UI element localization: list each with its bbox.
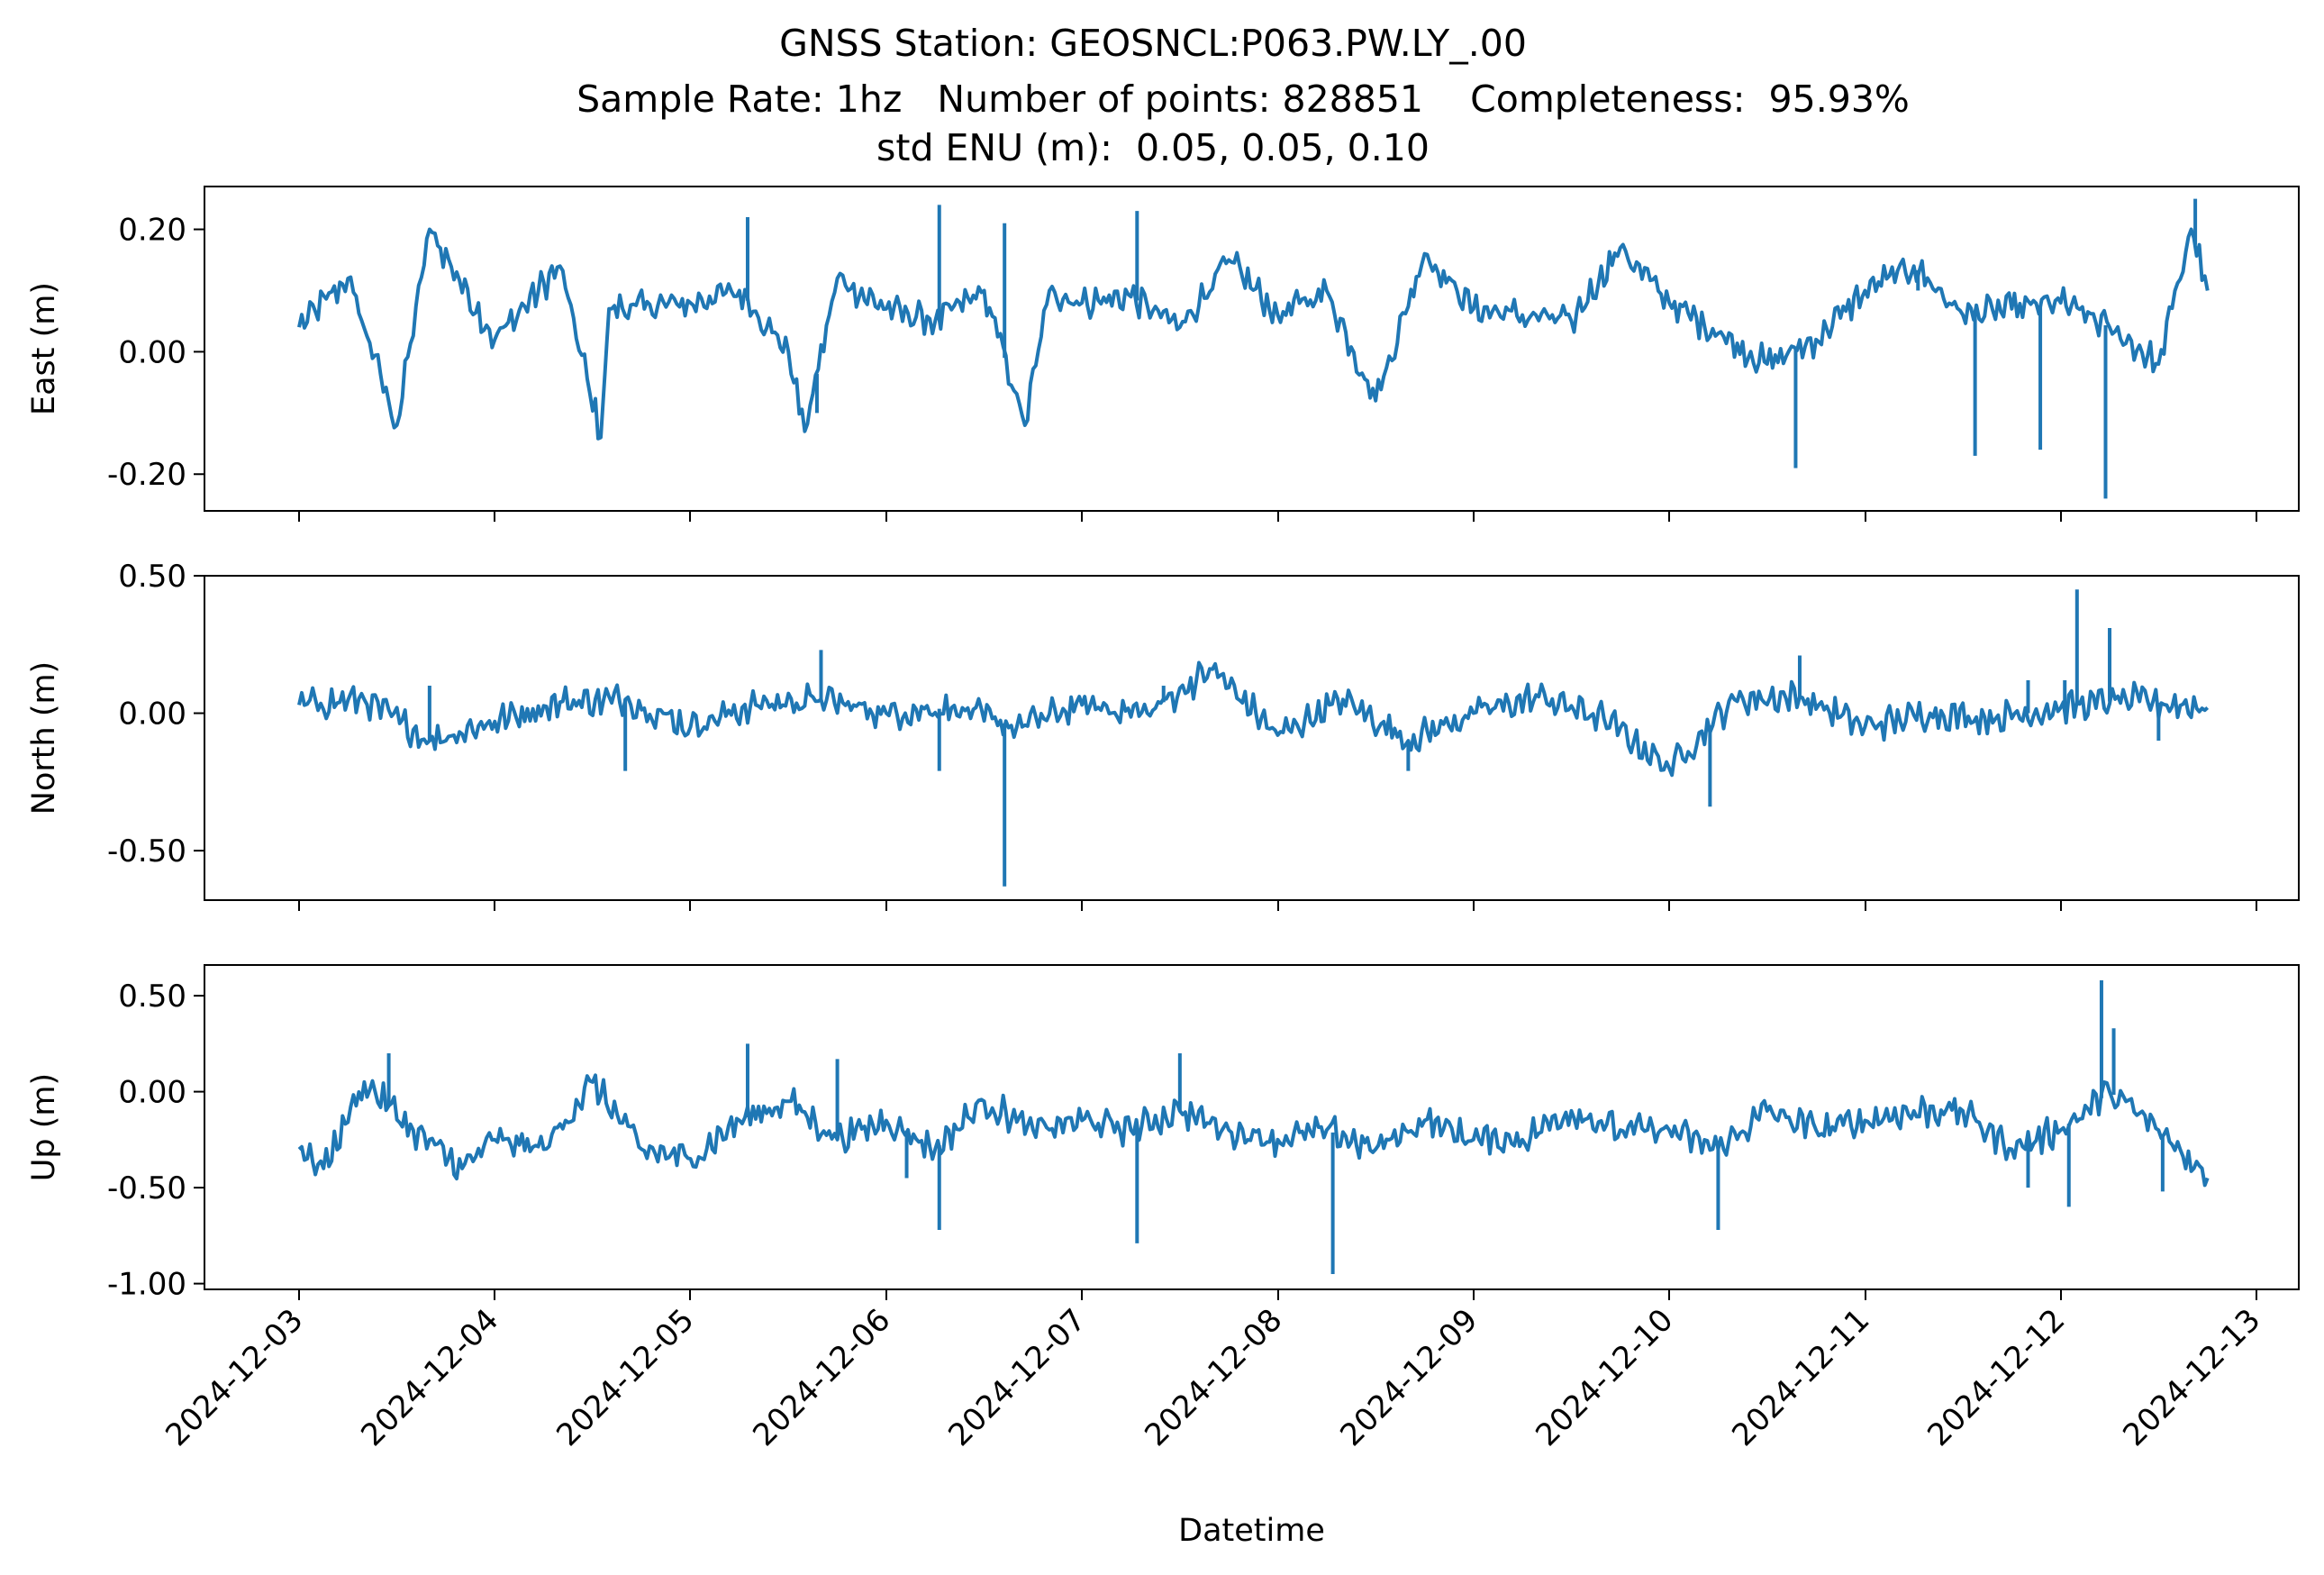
y-tick-label: -0.20: [107, 457, 186, 493]
chart-subtitle-std: std ENU (m): 0.05, 0.05, 0.10: [876, 126, 1430, 169]
plot-frame: [204, 186, 2300, 512]
x-tick-label: 2024-12-03: [159, 1302, 310, 1453]
x-tick-label: 2024-12-07: [941, 1302, 1093, 1453]
y-tick-label: -0.50: [107, 833, 186, 869]
x-tick-label: 2024-12-11: [1725, 1302, 1876, 1453]
y-axis-label: Up (m): [26, 1073, 62, 1181]
y-tick-label: -1.00: [107, 1267, 186, 1303]
x-tick-label: 2024-12-09: [1333, 1302, 1484, 1453]
y-axis-label: North (m): [26, 661, 62, 815]
y-tick-label: 0.50: [118, 979, 186, 1015]
x-tick-label: 2024-12-10: [1529, 1302, 1680, 1453]
x-tick-label: 2024-12-08: [1138, 1302, 1289, 1453]
series-line: [297, 1073, 2210, 1188]
chart-title: GNSS Station: GEOSNCL:P063.PW.LY_.00: [779, 22, 1527, 65]
y-axis-label: East (m): [26, 282, 62, 415]
plot-frame: [204, 575, 2300, 901]
x-tick-label: 2024-12-04: [354, 1302, 505, 1453]
y-tick-label: -0.50: [107, 1170, 186, 1206]
panel-north: 0.50 0.00 -0.50 North (m): [26, 559, 2300, 911]
y-tick-label: 0.00: [118, 696, 186, 733]
panel-up: 0.50 0.00 -0.50 -1.00 Up (m) 2024-12-03 2024-1…: [26, 964, 2300, 1549]
plot-frame: [204, 964, 2300, 1290]
x-tick-label: 2024-12-06: [746, 1302, 897, 1453]
panel-east: 0.20 0.00 -0.20 East (m): [26, 186, 2300, 522]
x-tick-label: 2024-12-12: [1920, 1302, 2072, 1453]
y-tick-label: 0.00: [118, 1075, 186, 1111]
x-axis-label: Datetime: [1178, 1513, 1325, 1549]
x-tick-label: 2024-12-05: [549, 1302, 701, 1453]
series-line: [297, 227, 2210, 441]
series-line: [297, 660, 2210, 778]
y-tick-label: 0.20: [118, 213, 186, 249]
chart-subtitle-sampling: Sample Rate: 1hz Number of points: 82885…: [576, 77, 1910, 121]
y-tick-label: 0.50: [118, 559, 186, 595]
x-tick-label: 2024-12-13: [2116, 1302, 2267, 1453]
y-tick-label: 0.00: [118, 334, 186, 370]
